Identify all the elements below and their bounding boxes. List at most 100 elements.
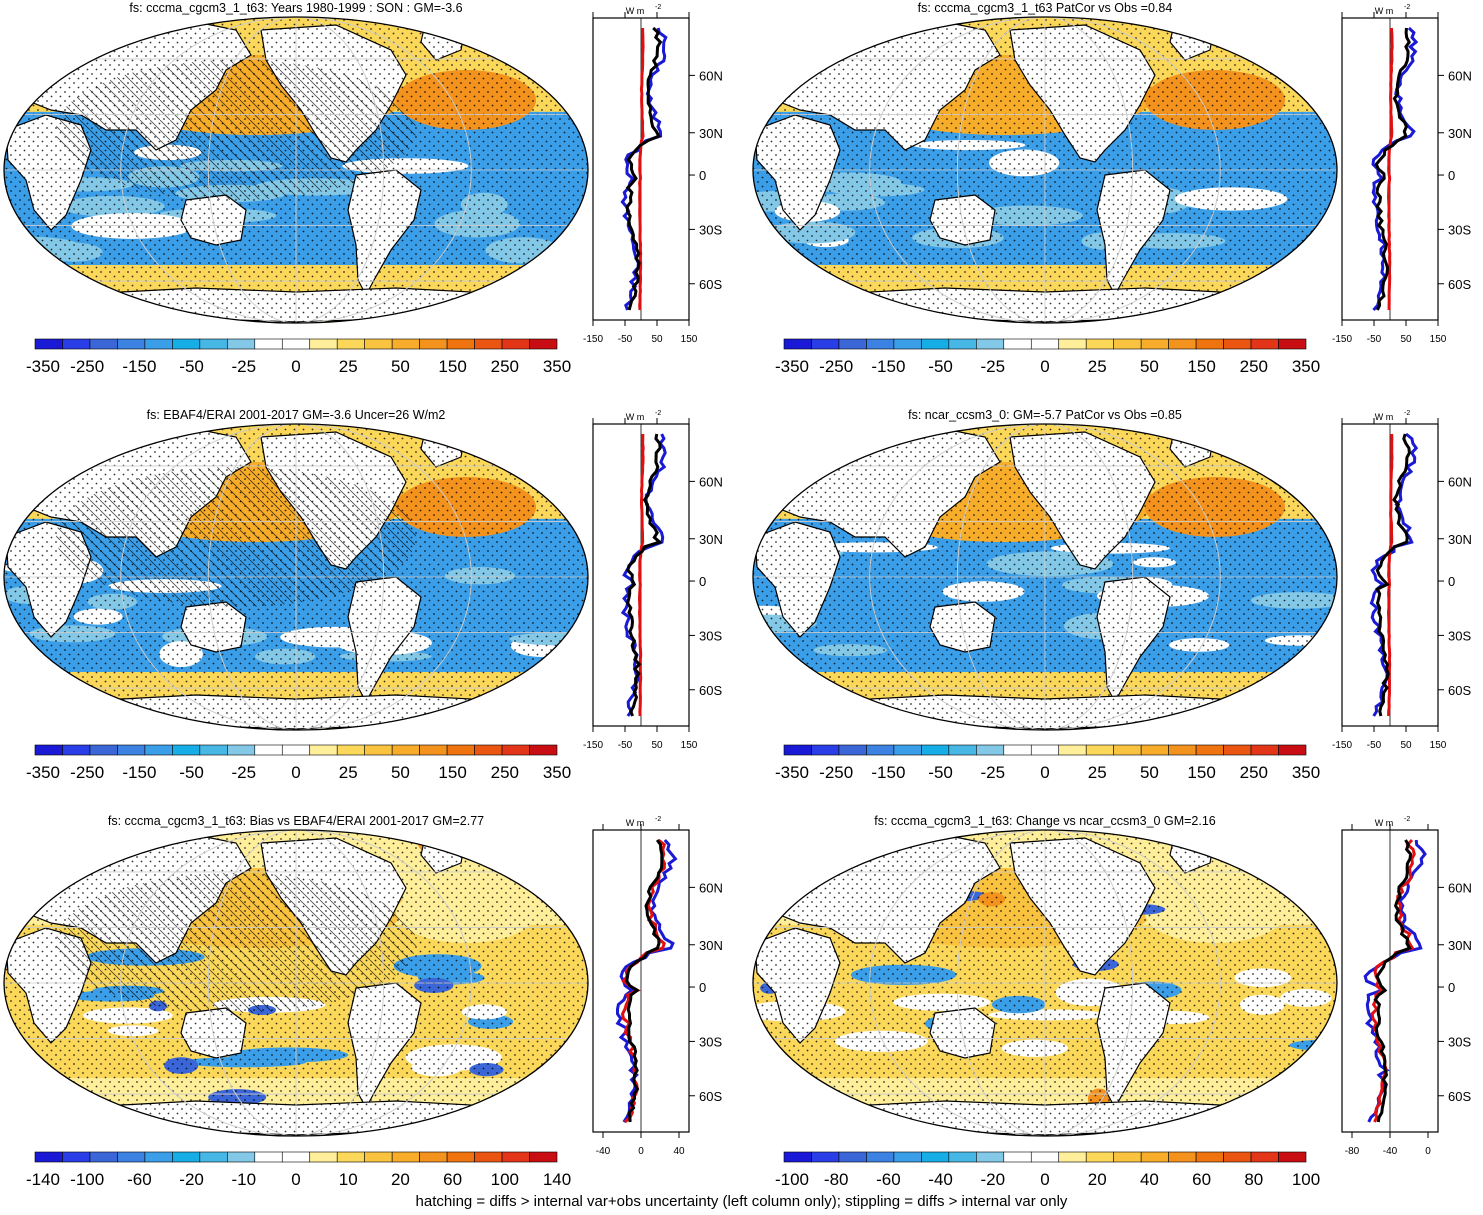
colorbar-swatch xyxy=(838,744,867,756)
colorbar-swatch xyxy=(976,744,1005,756)
colorbar-label: 0 xyxy=(291,763,300,782)
colorbar-swatch xyxy=(199,1151,228,1163)
map-field xyxy=(753,830,1337,1136)
colorbar-swatch xyxy=(838,1151,867,1163)
colorbar: -140 -100 -60 -20 -10 0 10 20 60 100 140 xyxy=(26,1151,571,1189)
colorbar-label: -25 xyxy=(232,357,257,376)
profile-x-label: -150 xyxy=(1332,740,1352,751)
colorbar-swatch xyxy=(309,1151,338,1163)
colorbar-label: 40 xyxy=(1140,1170,1159,1189)
colorbar-swatch xyxy=(1140,1151,1169,1163)
zonal-profile: W m -2 60N 30N 0 30S 60S -80 -40 0 xyxy=(1341,816,1472,1157)
colorbar-swatch xyxy=(117,1151,146,1163)
colorbar-swatch xyxy=(1140,338,1169,350)
colorbar-swatch xyxy=(62,744,91,756)
profile-lat-label: 0 xyxy=(1448,980,1455,995)
colorbar-label: 250 xyxy=(1240,763,1268,782)
colorbar-label: -60 xyxy=(876,1170,901,1189)
map-border xyxy=(3,829,589,1137)
profile-lat-label: 0 xyxy=(699,980,706,995)
profile-lat-label: 30S xyxy=(1448,628,1471,643)
colorbar-swatch xyxy=(1250,338,1279,350)
colorbar-swatch xyxy=(893,1151,922,1163)
profile-x-label: 150 xyxy=(681,740,698,751)
colorbar-swatch xyxy=(144,744,173,756)
colorbar-swatch xyxy=(89,1151,118,1163)
map-border xyxy=(752,16,1338,324)
colorbar-label: 350 xyxy=(1292,763,1320,782)
colorbar-swatch xyxy=(1113,744,1142,756)
colorbar-swatch xyxy=(117,744,146,756)
colorbar-label: -100 xyxy=(775,1170,809,1189)
colorbar-swatch xyxy=(254,1151,283,1163)
profile-x-label: 150 xyxy=(681,334,698,345)
colorbar-swatch xyxy=(1278,744,1307,756)
colorbar-label: 20 xyxy=(391,1170,410,1189)
profile-x-label: -150 xyxy=(583,334,603,345)
colorbar-swatch xyxy=(501,1151,530,1163)
colorbar-label: 100 xyxy=(1292,1170,1320,1189)
colorbar-label: -20 xyxy=(981,1170,1006,1189)
colorbar-swatch xyxy=(199,744,228,756)
colorbar-swatch xyxy=(921,338,950,350)
colorbar-swatch xyxy=(948,338,977,350)
colorbar-swatch xyxy=(1223,744,1252,756)
colorbar-swatch xyxy=(172,1151,201,1163)
figure-footnote: hatching = diffs > internal var+obs unce… xyxy=(415,1193,1068,1210)
colorbar-label: 25 xyxy=(339,357,358,376)
colorbar-swatch xyxy=(501,744,530,756)
profile-lat-label: 60S xyxy=(699,683,722,698)
colorbar-swatch xyxy=(1030,338,1060,350)
profile-x-label: -40 xyxy=(596,1146,611,1157)
colorbar-swatch xyxy=(419,744,448,756)
profile-line-blue xyxy=(620,27,668,311)
profile-unit: W m xyxy=(1375,412,1394,422)
colorbar-swatch xyxy=(281,338,311,350)
colorbar-swatch xyxy=(336,744,365,756)
colorbar-label: 25 xyxy=(339,763,358,782)
colorbar-swatch xyxy=(419,1151,448,1163)
profile-x-label: -150 xyxy=(1332,334,1352,345)
colorbar: -350 -250 -150 -50 -25 0 25 50 150 250 350 xyxy=(26,338,571,376)
colorbar-label: 150 xyxy=(1187,357,1215,376)
profile-line-black xyxy=(625,433,663,717)
colorbar-swatch xyxy=(117,338,146,350)
colorbar-label: -10 xyxy=(232,1170,257,1189)
colorbar-swatch xyxy=(501,338,530,350)
colorbar-swatch xyxy=(1223,1151,1252,1163)
profile-lat-label: 30N xyxy=(699,126,723,141)
profile-x-label: 50 xyxy=(1400,334,1412,345)
colorbar-swatch xyxy=(866,338,895,350)
colorbar-label: -25 xyxy=(981,357,1006,376)
hatching xyxy=(56,60,416,200)
colorbar-swatch xyxy=(948,744,977,756)
map-border xyxy=(752,423,1338,731)
colorbar-swatch xyxy=(838,338,867,350)
colorbar-label: -350 xyxy=(26,357,60,376)
profile-lat-label: 30S xyxy=(1448,1034,1471,1049)
profile-line-black xyxy=(625,26,663,311)
colorbar-label: 25 xyxy=(1088,763,1107,782)
colorbar-swatch xyxy=(254,338,283,350)
profile-line-red xyxy=(1386,433,1394,717)
colorbar-swatch xyxy=(976,1151,1005,1163)
colorbar-swatch xyxy=(811,338,840,350)
map-border xyxy=(752,829,1338,1137)
colorbar-label: 0 xyxy=(1040,1170,1049,1189)
colorbar-label: 0 xyxy=(291,1170,300,1189)
colorbar-swatch xyxy=(309,338,338,350)
profile-line-red xyxy=(637,434,645,717)
colorbar-label: -50 xyxy=(179,357,204,376)
profile-line-black xyxy=(625,839,664,1123)
profile-lat-label: 60S xyxy=(699,277,722,292)
profile-unit: W m xyxy=(626,412,645,422)
colorbar-swatch xyxy=(391,338,420,350)
profile-line-black xyxy=(1374,27,1411,311)
profile-x-label: -50 xyxy=(618,740,633,751)
zonal-profile: W m -2 60N 30N 0 30S 60S -150 -50 50 150 xyxy=(1332,410,1472,751)
profile-x-label: -50 xyxy=(1367,740,1382,751)
profile-x-label: 40 xyxy=(673,1146,685,1157)
profile-line-black xyxy=(1375,433,1411,717)
colorbar-label: -20 xyxy=(179,1170,204,1189)
colorbar-swatch xyxy=(1168,338,1197,350)
